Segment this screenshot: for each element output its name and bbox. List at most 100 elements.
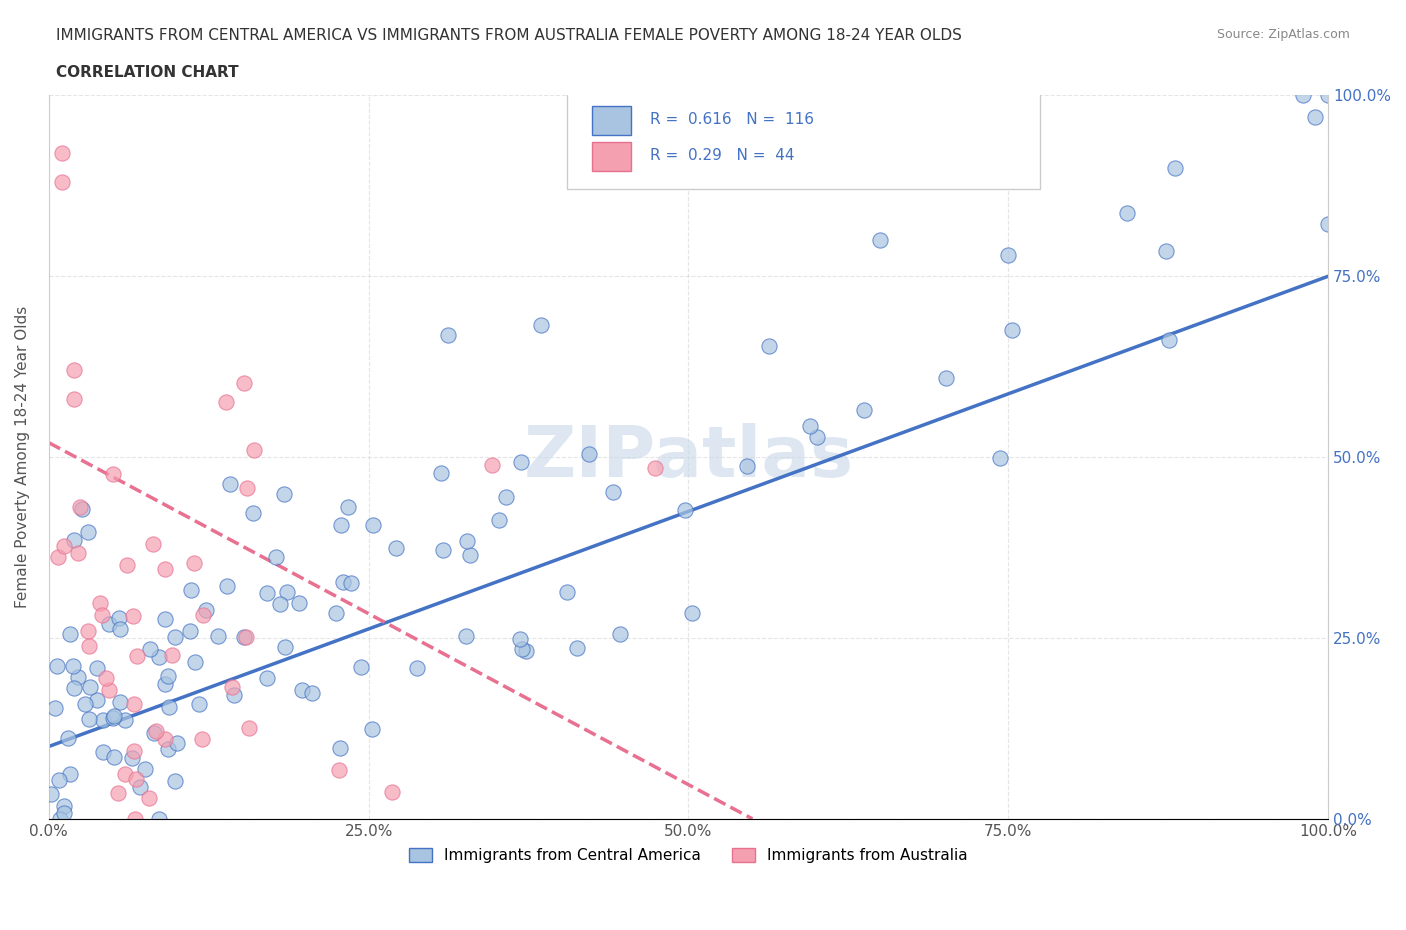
Point (52, 805, 75, 820)
Point (79, 680, 101, 695)
Point (63, 681, 86, 696)
Point (458, 548, 481, 563)
Point (121, 751, 143, 765)
Point (1317, 88, 1340, 103)
Point (91, 745, 114, 760)
Text: CORRELATION CHART: CORRELATION CHART (56, 65, 239, 80)
Point (997, 247, 1019, 262)
FancyBboxPatch shape (592, 142, 631, 171)
Point (869, 232, 891, 247)
FancyBboxPatch shape (567, 88, 1040, 190)
Point (180, 582, 202, 597)
Point (1154, 243, 1177, 258)
Point (509, 455, 531, 470)
Point (155, 562, 177, 577)
Point (301, 685, 323, 700)
Point (75, 697, 97, 711)
Point (602, 485, 624, 499)
Point (153, 676, 176, 691)
Point (578, 446, 600, 461)
Point (488, 512, 510, 527)
Point (127, 649, 149, 664)
Point (481, 458, 503, 472)
Point (86, 693, 108, 708)
Point (63, 392, 86, 406)
Point (758, 339, 780, 353)
Point (673, 502, 696, 517)
Point (107, 611, 129, 626)
Point (44, 700, 66, 715)
Point (39, 787, 62, 802)
Point (122, 744, 145, 759)
Point (77, 525, 100, 539)
Point (159, 699, 181, 714)
Point (437, 327, 460, 342)
Point (77, 639, 100, 654)
Point (217, 578, 239, 593)
Point (530, 318, 553, 333)
FancyBboxPatch shape (592, 106, 631, 135)
Point (1115, 206, 1137, 220)
Point (52, 538, 75, 553)
Point (432, 543, 454, 558)
Point (107, 786, 129, 801)
Point (799, 419, 821, 434)
Point (129, 779, 152, 794)
Point (51, 175, 73, 190)
Point (97, 617, 120, 631)
Point (935, 371, 957, 386)
Point (139, 642, 162, 657)
Point (456, 533, 478, 548)
Point (232, 375, 254, 390)
Point (183, 655, 205, 670)
Point (264, 550, 287, 565)
Point (350, 659, 373, 674)
Point (115, 557, 138, 572)
Point (256, 585, 278, 600)
Point (988, 450, 1011, 465)
Point (1000, 323, 1022, 338)
Point (242, 506, 264, 521)
Point (56, 730, 79, 745)
Point (143, 725, 166, 740)
Point (329, 517, 352, 532)
Point (101, 711, 124, 725)
Point (51, 146, 73, 161)
Point (340, 575, 363, 590)
Point (207, 629, 229, 644)
Y-axis label: Female Poverty Among 18-24 Year Olds: Female Poverty Among 18-24 Year Olds (15, 306, 30, 608)
Point (276, 585, 298, 600)
Point (328, 763, 350, 777)
Point (67, 546, 90, 561)
Point (148, 649, 170, 664)
Point (67, 670, 90, 684)
Text: ZIPatlas: ZIPatlas (523, 422, 853, 492)
Point (124, 811, 146, 826)
Point (555, 584, 578, 599)
Point (224, 687, 246, 702)
Point (142, 537, 165, 551)
Point (332, 575, 354, 590)
Point (163, 630, 186, 644)
Point (122, 608, 145, 623)
Point (456, 629, 478, 644)
Text: Source: ZipAtlas.com: Source: ZipAtlas.com (1216, 28, 1350, 41)
Point (91, 712, 114, 727)
Point (187, 697, 209, 711)
Point (288, 595, 311, 610)
Point (515, 644, 537, 658)
Point (215, 394, 238, 409)
Point (48, 773, 70, 788)
Point (291, 683, 314, 698)
Point (1291, 88, 1313, 103)
Point (238, 721, 260, 736)
Point (59, 627, 82, 642)
Text: R =  0.616   N =  116: R = 0.616 N = 116 (650, 112, 814, 126)
Point (153, 611, 176, 626)
Point (806, 430, 828, 445)
Point (509, 631, 531, 646)
Point (108, 695, 131, 710)
Point (567, 641, 589, 656)
Point (114, 767, 136, 782)
Point (153, 732, 176, 747)
